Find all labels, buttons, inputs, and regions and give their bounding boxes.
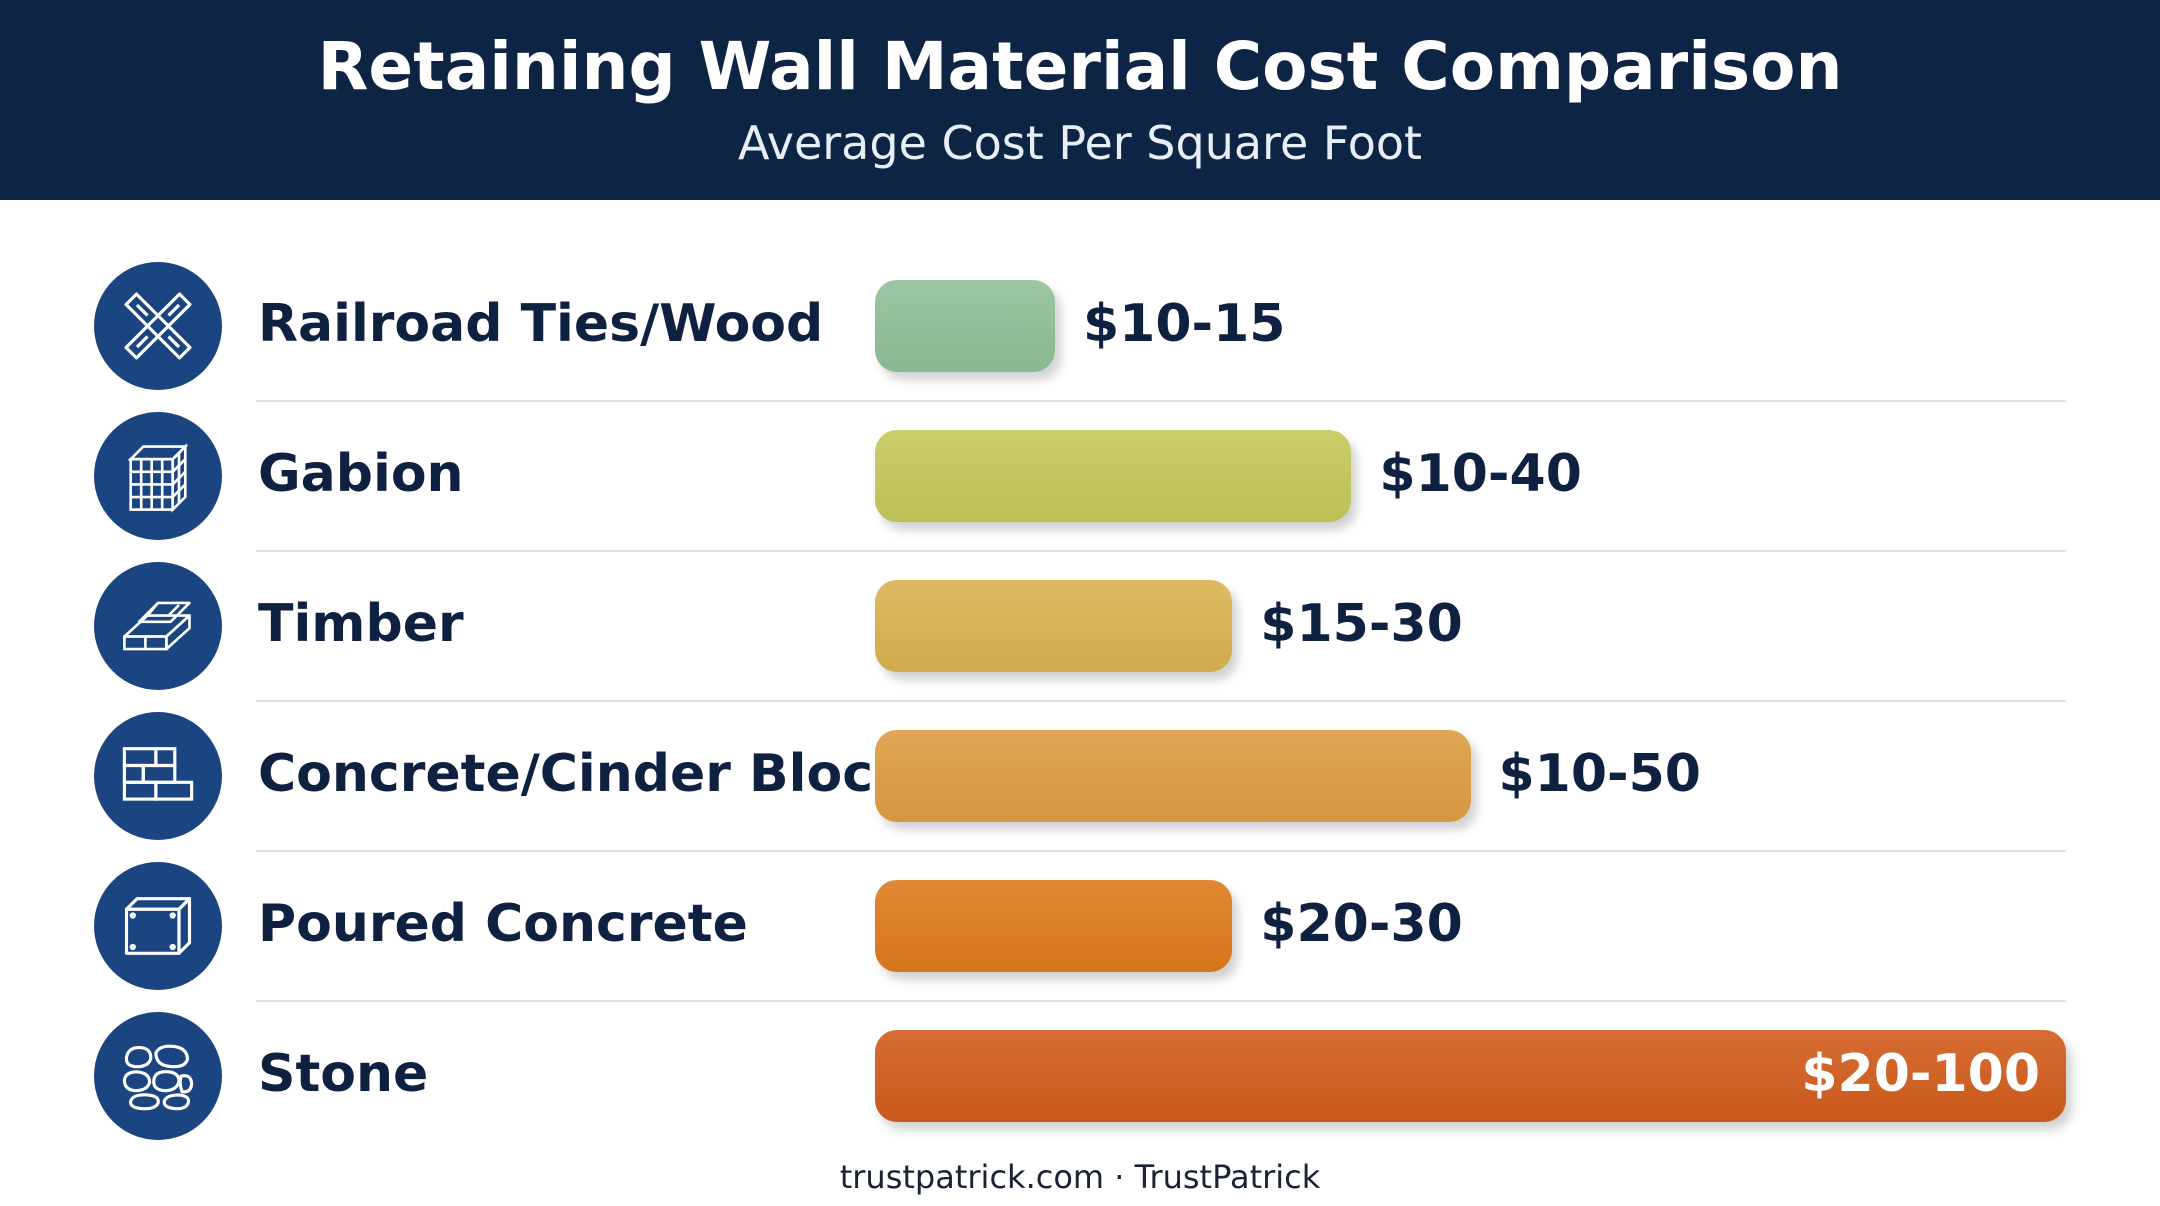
category-label: Timber <box>258 594 464 654</box>
data-label: $20-30 <box>1260 894 1463 954</box>
bar <box>875 580 1233 672</box>
row-divider <box>256 550 2066 552</box>
chart-row: Poured Concrete $20-30 <box>0 850 2160 1000</box>
data-label: $10-40 <box>1379 444 1582 504</box>
category-label: Concrete/Cinder Block <box>258 744 908 804</box>
category-label: Railroad Ties/Wood <box>258 294 824 354</box>
chart-title: Retaining Wall Material Cost Comparison <box>317 28 1843 105</box>
timber-stack-icon <box>94 562 222 690</box>
chart-row: Stone $20-100 <box>0 1000 2160 1150</box>
bar <box>875 880 1233 972</box>
data-label: $15-30 <box>1260 594 1463 654</box>
stones-icon <box>94 1012 222 1140</box>
row-divider <box>256 1000 2066 1002</box>
bar <box>875 280 1055 372</box>
chart-row: Concrete/Cinder Block $10-50 <box>0 700 2160 850</box>
row-divider <box>256 700 2066 702</box>
gabion-cage-icon <box>94 412 222 540</box>
chart-row: Gabion $10-40 <box>0 400 2160 550</box>
data-label: $10-15 <box>1083 294 1286 354</box>
crossed-ties-icon <box>94 262 222 390</box>
data-label: $10-50 <box>1498 744 1702 804</box>
chart-subtitle: Average Cost Per Square Foot <box>737 116 1423 170</box>
bar <box>875 430 1352 522</box>
category-label: Gabion <box>258 444 464 504</box>
bar <box>875 1030 2066 1122</box>
concrete-slab-icon <box>94 862 222 990</box>
chart-rows: Railroad Ties/Wood $10-15 Gabion $10-40 Timb… <box>0 200 2160 1140</box>
brick-block-icon <box>94 712 222 840</box>
category-label: Poured Concrete <box>258 894 748 954</box>
category-label: Stone <box>258 1044 429 1104</box>
row-divider <box>256 400 2066 402</box>
header-banner: Retaining Wall Material Cost Comparison … <box>0 0 2160 200</box>
footer-credit: trustpatrick.com · TrustPatrick <box>839 1158 1321 1196</box>
chart-row: Railroad Ties/Wood $10-15 <box>0 250 2160 400</box>
chart-row: Timber $15-30 <box>0 550 2160 700</box>
row-divider <box>256 850 2066 852</box>
data-label: $20-100 <box>1801 1044 2040 1104</box>
bar <box>875 730 1471 822</box>
